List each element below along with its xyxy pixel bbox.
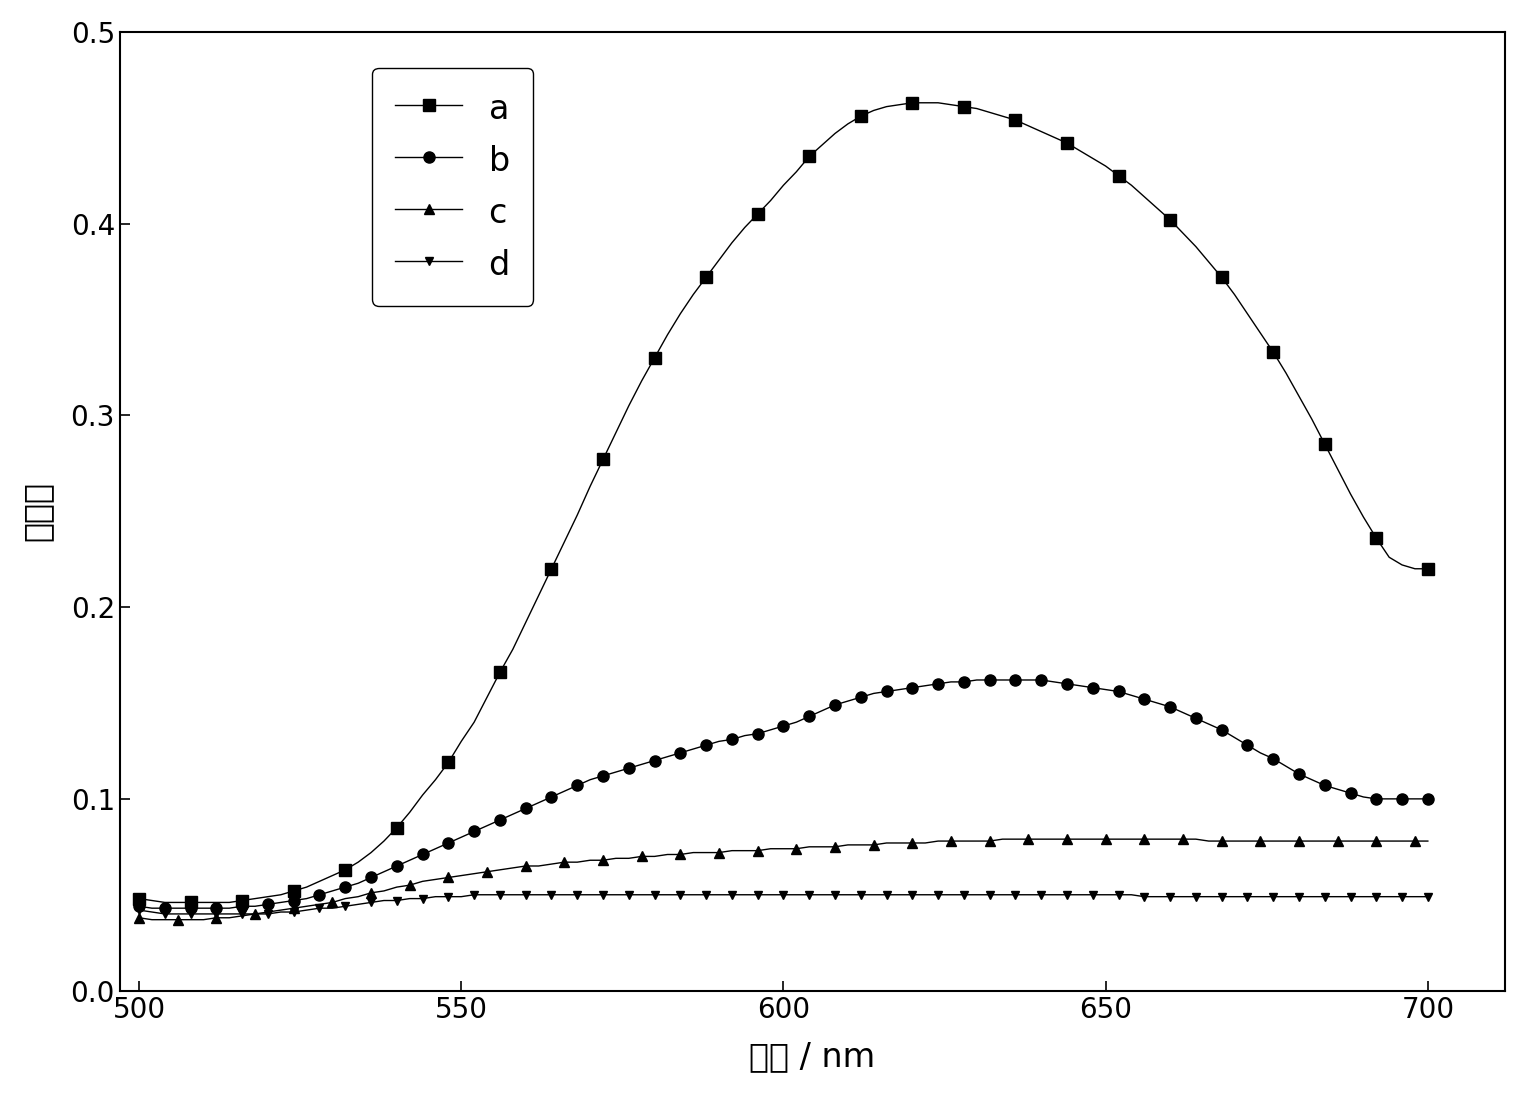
a [233, 894, 252, 907]
c [736, 845, 754, 858]
c [130, 911, 148, 924]
d [156, 907, 174, 920]
b [143, 901, 162, 915]
Y-axis label: 吸光度: 吸光度 [21, 481, 53, 542]
a [465, 715, 484, 729]
a [929, 96, 948, 109]
a [1419, 562, 1437, 575]
Line: b: b [133, 674, 1433, 913]
c [465, 868, 484, 881]
b [1419, 792, 1437, 805]
Line: a: a [133, 97, 1433, 908]
b [736, 729, 754, 742]
a [156, 896, 174, 909]
a [130, 892, 148, 905]
d [465, 888, 484, 901]
b [1058, 677, 1076, 690]
d [1122, 888, 1140, 901]
c [1122, 833, 1140, 846]
b [1122, 689, 1140, 702]
c [916, 837, 934, 850]
a [736, 221, 754, 234]
d [130, 904, 148, 917]
d [478, 888, 496, 901]
b [465, 825, 484, 838]
d [1419, 891, 1437, 904]
d [749, 888, 768, 901]
d [233, 907, 252, 920]
d [929, 888, 948, 901]
a [1058, 137, 1076, 150]
c [1058, 833, 1076, 846]
b [967, 674, 986, 687]
b [130, 899, 148, 912]
Line: c: c [134, 835, 1433, 924]
Legend: a, b, c, d: a, b, c, d [372, 68, 533, 305]
c [993, 833, 1012, 846]
c [143, 913, 162, 927]
b [233, 899, 252, 912]
d [1058, 888, 1076, 901]
a [903, 96, 922, 109]
c [1419, 835, 1437, 848]
X-axis label: 波长 / nm: 波长 / nm [749, 1040, 876, 1073]
Line: d: d [134, 891, 1431, 918]
a [1122, 178, 1140, 191]
c [233, 909, 252, 922]
b [916, 679, 934, 693]
